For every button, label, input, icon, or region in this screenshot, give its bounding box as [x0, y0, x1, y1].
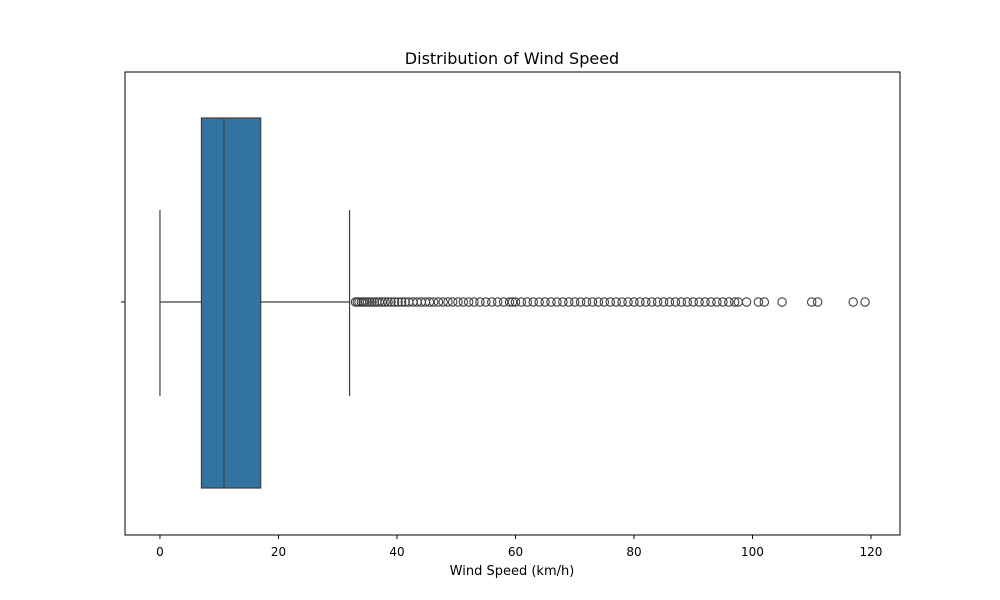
outlier-point	[664, 297, 675, 307]
outlier-point	[492, 297, 503, 307]
outlier-point	[393, 297, 403, 307]
outlier-point	[700, 297, 710, 307]
outlier-point	[581, 297, 592, 307]
outlier-point	[724, 297, 734, 307]
outlier-point	[558, 297, 568, 307]
outlier-point	[569, 297, 580, 307]
outlier-point	[599, 297, 610, 307]
outlier-point	[729, 297, 740, 307]
outlier-point	[400, 297, 411, 307]
outlier-point	[652, 297, 663, 307]
box-group	[159, 117, 351, 489]
outlier-point	[367, 297, 377, 307]
iqr-box	[200, 117, 262, 489]
outlier-point	[389, 297, 400, 307]
outlier-point	[396, 297, 407, 307]
outlier-point	[682, 297, 693, 307]
outlier-point	[706, 297, 716, 307]
outlier-point	[438, 297, 448, 307]
outlier-point	[564, 297, 574, 307]
outlier-point	[552, 297, 562, 307]
outlier-point	[676, 297, 687, 307]
x-axis: 0 20 40 60 80 100 120	[156, 535, 882, 559]
outlier-point	[694, 297, 704, 307]
outlier-point	[447, 297, 458, 307]
outlier-point	[629, 297, 639, 307]
outlier-point	[753, 297, 764, 307]
x-tick-label: 40	[389, 545, 404, 559]
outlier-point	[605, 297, 616, 307]
outlier-point	[510, 297, 521, 307]
outlier-point	[759, 297, 770, 307]
chart-title: Distribution of Wind Speed	[405, 49, 619, 68]
outlier-point	[777, 297, 787, 307]
x-tick-label: 20	[271, 545, 286, 559]
outlier-point	[386, 297, 396, 307]
outlier-point	[428, 297, 439, 307]
outlier-point	[360, 297, 370, 307]
outlier-point	[487, 297, 497, 307]
outlier-point	[848, 297, 858, 307]
x-axis-label: Wind Speed (km/h)	[450, 564, 575, 579]
outlier-point	[516, 297, 527, 307]
outlier-point	[611, 297, 621, 307]
outlier-point	[658, 297, 669, 307]
x-tick-label: 100	[741, 545, 764, 559]
outlier-point	[812, 297, 823, 307]
outlier-point	[670, 297, 681, 307]
outlier-point	[463, 297, 474, 307]
outlier-point	[469, 297, 479, 307]
outlier-point	[433, 297, 444, 307]
outlier-point	[380, 297, 390, 307]
outlier-point	[575, 297, 586, 307]
outlier-point	[741, 297, 752, 307]
outlier-point	[587, 297, 598, 307]
outlier-point	[443, 297, 453, 307]
outlier-point	[593, 297, 604, 307]
x-tick-label: 120	[860, 545, 883, 559]
outlier-point	[617, 297, 627, 307]
outlier-point	[453, 297, 463, 307]
outlier-point	[646, 297, 657, 307]
outlier-point	[540, 297, 550, 307]
plot-area-frame	[124, 71, 901, 536]
outlier-point	[504, 297, 515, 307]
outlier-point	[712, 297, 722, 307]
x-tick-label: 0	[156, 545, 164, 559]
outlier-point	[475, 297, 485, 307]
x-tick-label: 60	[508, 545, 523, 559]
outlier-point	[383, 297, 393, 307]
outlier-point	[364, 297, 375, 307]
outlier-point	[623, 297, 633, 307]
outlier-point	[458, 297, 469, 307]
outlier-point	[860, 297, 870, 307]
outlier-point	[528, 297, 538, 307]
outlier-point	[641, 297, 651, 307]
x-tick-label: 80	[626, 545, 641, 559]
outlier-point	[481, 297, 491, 307]
outlier-point	[362, 297, 373, 307]
outlier-point	[718, 297, 728, 307]
outlier-point	[806, 297, 817, 307]
outlier-point	[546, 297, 556, 307]
outlier-point	[534, 297, 544, 307]
outlier-point	[635, 297, 645, 307]
outlier-points	[350, 297, 870, 307]
outlier-point	[688, 297, 698, 307]
outlier-point	[522, 297, 533, 307]
outlier-point	[369, 297, 380, 307]
